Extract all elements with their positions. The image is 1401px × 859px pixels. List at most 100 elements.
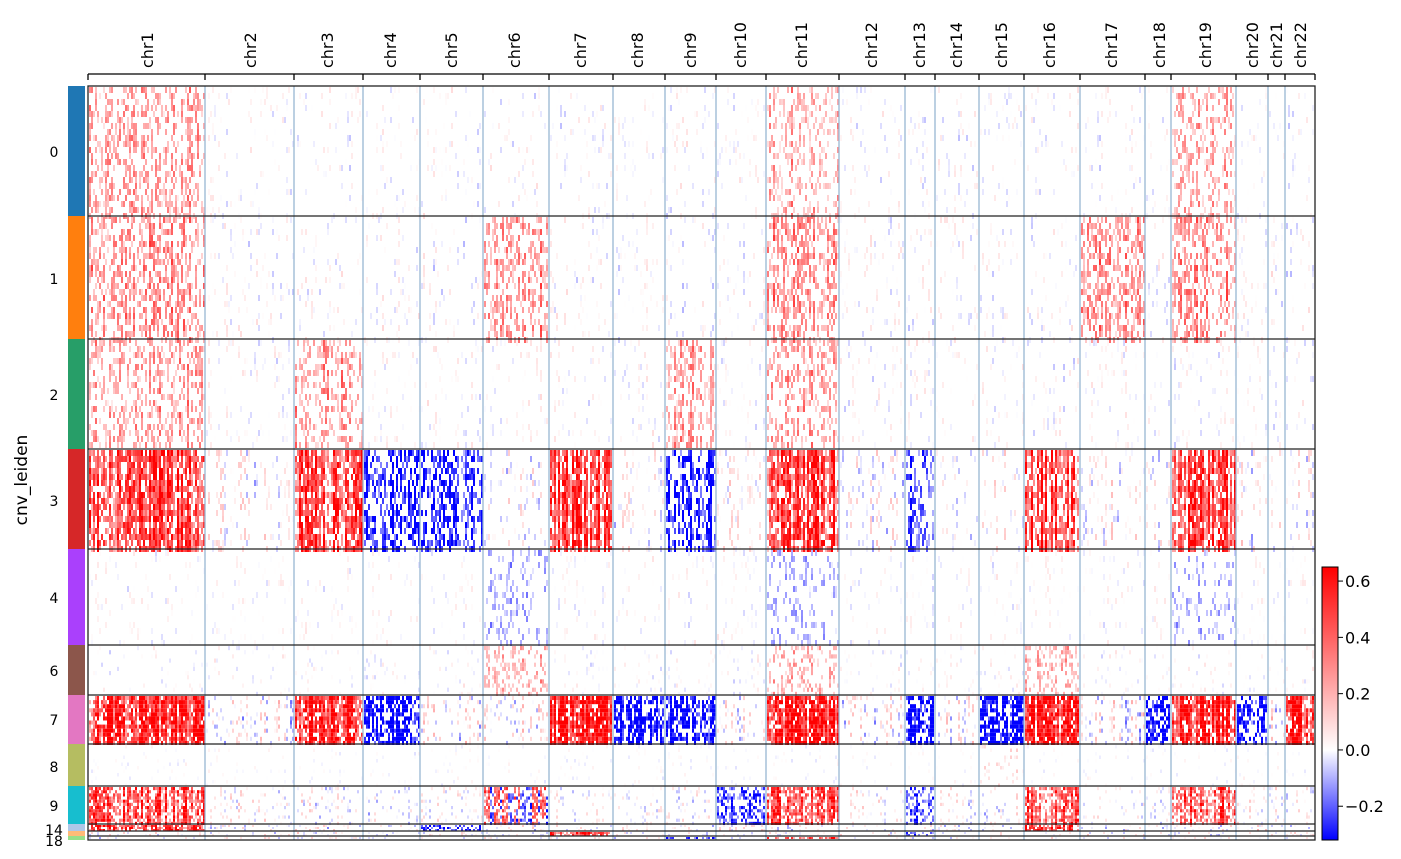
heat-cell — [1190, 123, 1192, 129]
heat-cell — [165, 195, 167, 201]
heat-cell — [91, 229, 93, 235]
heat-cell — [113, 141, 115, 147]
heat-cell — [825, 217, 827, 223]
heat-cell — [1123, 331, 1125, 337]
heat-cell — [1222, 87, 1224, 93]
heat-cell — [1253, 135, 1255, 141]
heat-cell — [201, 400, 203, 406]
heat-cell — [1073, 337, 1075, 343]
heat-cell — [524, 295, 526, 301]
heat-cell — [212, 283, 214, 289]
heat-cell — [542, 271, 544, 277]
heat-cell — [652, 259, 654, 265]
heat-cell — [145, 93, 147, 99]
heat-cell — [620, 247, 622, 253]
heat-cell — [614, 117, 616, 123]
heat-cell — [805, 235, 807, 241]
heat-cell — [103, 265, 105, 271]
heat-cell — [305, 376, 307, 382]
heat-cell — [1162, 253, 1164, 259]
heat-cell — [133, 105, 135, 111]
heat-cell — [682, 259, 684, 265]
heat-cell — [723, 235, 725, 241]
heat-cell — [137, 394, 139, 400]
heat-cell — [183, 325, 185, 331]
heat-cell — [113, 295, 115, 301]
heat-cell — [844, 301, 846, 307]
heat-cell — [208, 189, 210, 195]
heat-cell — [1186, 153, 1188, 159]
heat-cell — [769, 141, 771, 147]
heat-cell — [827, 141, 829, 147]
heat-cell — [960, 165, 962, 171]
heat-cell — [89, 135, 91, 141]
heat-cell — [1113, 319, 1115, 325]
heat-cell — [524, 325, 526, 331]
heat-cell — [540, 325, 542, 331]
heat-cell — [712, 235, 714, 241]
heat-cell — [101, 153, 103, 159]
heat-cell — [924, 229, 926, 235]
heat-cell — [351, 153, 353, 159]
heat-cell — [121, 253, 123, 259]
heat-cell — [791, 105, 793, 111]
heat-cell — [416, 165, 418, 171]
heat-cell — [167, 207, 169, 213]
heat-cell — [1127, 271, 1129, 277]
heat-cell — [299, 141, 301, 147]
heat-cell — [1196, 147, 1198, 153]
heat-cell — [1204, 325, 1206, 331]
heat-cell — [258, 430, 260, 436]
heat-cell — [506, 301, 508, 307]
heat-cell — [494, 259, 496, 265]
heat-cell — [1010, 93, 1012, 99]
heat-cell — [1230, 123, 1232, 129]
heat-cell — [155, 442, 157, 448]
heat-cell — [155, 183, 157, 189]
heat-cell — [1117, 259, 1119, 265]
heat-cell — [250, 412, 252, 418]
heat-cell — [773, 289, 775, 295]
heat-cell — [829, 99, 831, 105]
heat-cell — [1133, 253, 1135, 259]
heat-cell — [423, 271, 425, 277]
heat-cell — [894, 325, 896, 331]
heat-cell — [1097, 283, 1099, 289]
heat-cell — [1220, 331, 1222, 337]
heat-cell — [799, 141, 801, 147]
heat-cell — [1117, 301, 1119, 307]
heat-cell — [990, 223, 992, 229]
heat-cell — [864, 165, 866, 171]
heat-cell — [141, 289, 143, 295]
heat-cell — [870, 253, 872, 259]
heat-cell — [791, 277, 793, 283]
heat-cell — [829, 117, 831, 123]
heat-cell — [514, 253, 516, 259]
heat-cell — [817, 331, 819, 337]
heat-cell — [809, 253, 811, 259]
heat-cell — [1069, 111, 1071, 117]
heat-cell — [769, 111, 771, 117]
heat-cell — [402, 289, 404, 295]
heat-cell — [1087, 295, 1089, 301]
heat-cell — [151, 129, 153, 135]
heat-cell — [831, 105, 833, 111]
heat-cell — [530, 253, 532, 259]
heat-cell — [823, 147, 825, 153]
heat-cell — [143, 259, 145, 265]
heat-cell — [171, 223, 173, 229]
heat-cell — [1192, 171, 1194, 177]
heat-cell — [793, 123, 795, 129]
heat-cell — [349, 165, 351, 171]
heat-cell — [117, 141, 119, 147]
heat-cell — [199, 99, 201, 105]
heat-cell — [1216, 229, 1218, 235]
heat-cell — [398, 123, 400, 129]
heat-cell — [133, 201, 135, 207]
heat-cell — [1259, 159, 1261, 165]
heat-cell — [494, 331, 496, 337]
heat-cell — [159, 295, 161, 301]
heat-cell — [109, 147, 111, 153]
heat-cell — [135, 283, 137, 289]
heat-cell — [618, 123, 620, 129]
